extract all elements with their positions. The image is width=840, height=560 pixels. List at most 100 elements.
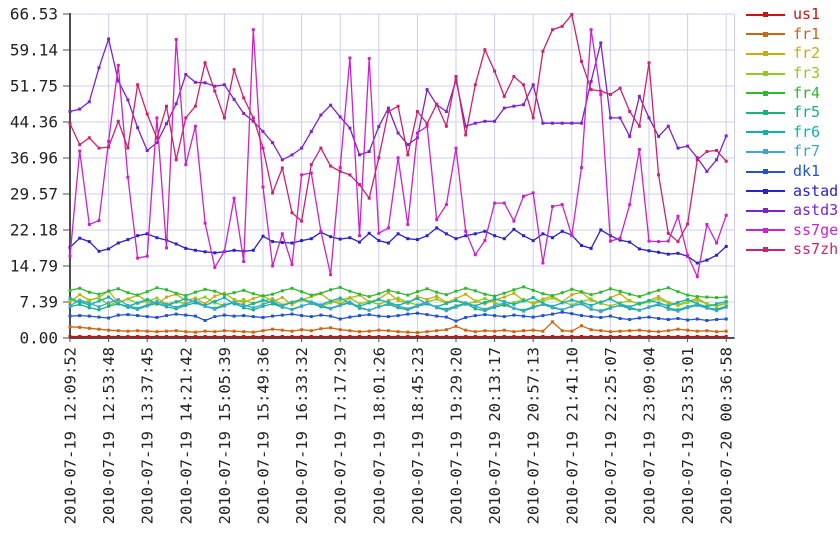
- data-point-marker: [657, 317, 661, 320]
- legend-line-swatch: [746, 110, 785, 116]
- data-point-marker: [551, 305, 554, 309]
- data-point-marker: [686, 293, 690, 297]
- data-point-marker: [628, 134, 632, 138]
- legend-item-fr2: fr2: [746, 44, 838, 64]
- data-point-marker: [386, 291, 390, 295]
- data-point-marker: [483, 313, 487, 317]
- data-point-marker: [184, 297, 188, 301]
- data-point-marker: [193, 80, 197, 84]
- data-point-marker: [695, 329, 699, 333]
- data-point-marker: [406, 335, 410, 338]
- data-point-marker: [531, 191, 535, 195]
- data-point-marker: [493, 69, 497, 73]
- data-point-marker: [300, 314, 304, 318]
- data-point-marker: [155, 141, 159, 145]
- data-point-marker: [107, 289, 111, 293]
- data-point-marker: [464, 124, 468, 128]
- legend-point-marker-icon: [763, 129, 768, 135]
- data-point-marker: [580, 335, 583, 338]
- data-point-marker: [116, 313, 120, 317]
- data-point-marker: [242, 260, 246, 263]
- data-point-marker: [251, 306, 255, 310]
- data-point-marker: [261, 302, 265, 306]
- data-point-marker: [271, 264, 275, 268]
- data-point-marker: [174, 329, 178, 333]
- legend-line-swatch: [746, 129, 785, 135]
- data-point-marker: [724, 317, 728, 321]
- x-tick-label: 2010-07-20 00:36:58: [718, 347, 736, 524]
- data-point-marker: [705, 169, 709, 173]
- data-point-marker: [338, 115, 342, 119]
- data-point-marker: [715, 318, 719, 321]
- data-point-marker: [396, 104, 400, 108]
- data-point-marker: [580, 324, 583, 328]
- data-point-marker: [493, 294, 497, 298]
- data-point-marker: [136, 306, 140, 310]
- data-point-marker: [68, 335, 72, 338]
- data-point-marker: [647, 305, 651, 309]
- data-point-marker: [300, 328, 304, 332]
- data-point-marker: [251, 297, 255, 301]
- x-tick-label: 2010-07-19 20:57:13: [525, 347, 543, 524]
- data-point-marker: [724, 329, 728, 333]
- data-point-marker: [628, 335, 632, 338]
- data-point-marker: [483, 335, 487, 338]
- data-point-marker: [724, 213, 728, 217]
- data-point-marker: [406, 293, 410, 297]
- data-point-marker: [107, 139, 111, 143]
- data-point-marker: [338, 303, 342, 307]
- data-point-marker: [406, 153, 410, 157]
- data-point-marker: [628, 329, 632, 333]
- data-point-marker: [68, 314, 72, 318]
- legend-line-swatch: [746, 188, 785, 194]
- data-point-marker: [657, 335, 661, 338]
- data-point-marker: [107, 295, 111, 299]
- data-point-marker: [551, 312, 554, 316]
- data-point-marker: [608, 314, 612, 318]
- data-point-marker: [300, 304, 304, 308]
- data-point-marker: [87, 223, 91, 226]
- data-point-marker: [541, 335, 545, 338]
- data-point-marker: [107, 301, 111, 305]
- data-point-marker: [483, 292, 487, 296]
- data-point-marker: [193, 335, 197, 338]
- legend-item-fr3: fr3: [746, 64, 838, 84]
- data-point-marker: [493, 329, 497, 333]
- data-point-marker: [145, 329, 149, 333]
- data-point-marker: [329, 164, 333, 168]
- data-point-marker: [126, 303, 130, 307]
- data-point-marker: [386, 226, 390, 230]
- data-point-marker: [599, 300, 603, 304]
- data-point-marker: [686, 318, 690, 322]
- data-point-marker: [657, 295, 661, 299]
- data-point-marker: [531, 116, 535, 120]
- data-point-marker: [531, 296, 535, 300]
- data-point-marker: [464, 335, 468, 338]
- data-point-marker: [300, 146, 304, 150]
- data-point-marker: [454, 305, 458, 309]
- data-point-marker: [377, 292, 381, 296]
- data-point-marker: [589, 307, 593, 311]
- data-point-marker: [473, 330, 477, 334]
- data-point-marker: [570, 234, 574, 238]
- data-point-marker: [396, 296, 400, 300]
- data-point-marker: [444, 315, 448, 319]
- data-point-marker: [358, 292, 361, 296]
- data-point-marker: [628, 240, 632, 244]
- data-point-marker: [705, 302, 709, 306]
- data-point-marker: [329, 301, 333, 305]
- data-point-marker: [473, 253, 477, 257]
- data-point-marker: [570, 335, 574, 338]
- data-point-marker: [589, 28, 593, 32]
- y-axis-labels: 0.00 7.39 14.79 22.18 29.57 36.96 44.36 51.75 59…: [10, 5, 58, 348]
- data-point-marker: [676, 251, 680, 255]
- data-point-marker: [483, 239, 487, 243]
- data-point-marker: [715, 302, 719, 306]
- data-point-marker: [444, 124, 448, 128]
- data-point-marker: [695, 275, 699, 279]
- data-point-marker: [184, 299, 188, 302]
- data-point-marker: [338, 317, 342, 321]
- data-point-marker: [377, 231, 381, 235]
- data-point-marker: [203, 221, 207, 225]
- data-point-marker: [724, 134, 728, 138]
